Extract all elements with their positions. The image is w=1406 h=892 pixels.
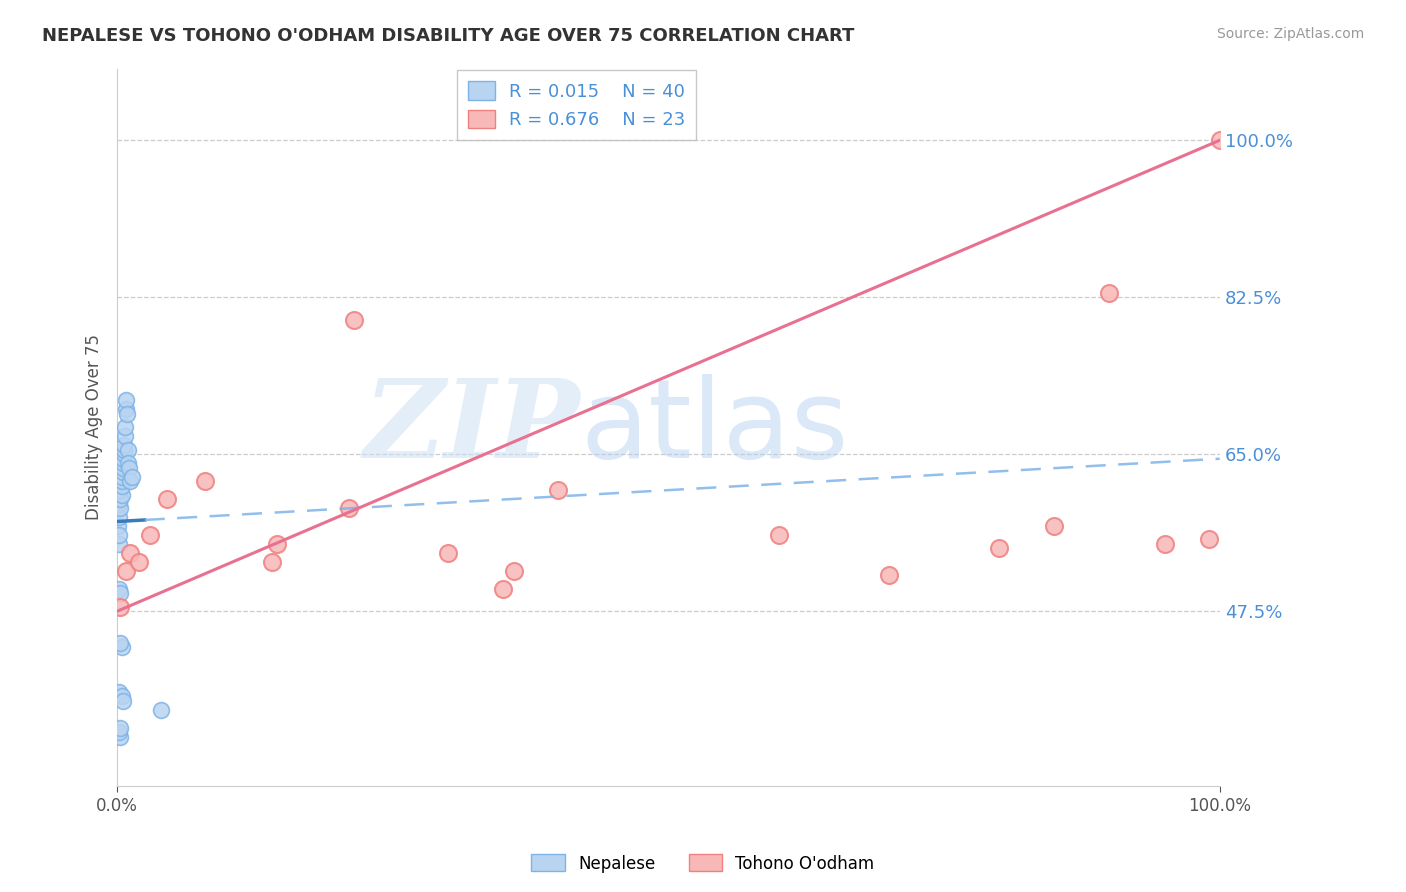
Point [437, 546, 460, 560]
Point [128, 555, 150, 569]
Point [108, 497, 131, 511]
Point [115, 393, 138, 408]
Point [1209, 133, 1232, 147]
Point [112, 447, 135, 461]
Point [107, 519, 129, 533]
Point [1043, 519, 1066, 533]
Point [1153, 537, 1175, 551]
Point [111, 460, 134, 475]
Text: atlas: atlas [581, 374, 849, 481]
Point [110, 599, 132, 614]
Point [768, 528, 790, 542]
Point [110, 483, 132, 497]
Point [988, 541, 1011, 556]
Point [110, 478, 132, 492]
Point [108, 537, 131, 551]
Y-axis label: Disability Age Over 75: Disability Age Over 75 [86, 334, 103, 520]
Point [110, 501, 132, 516]
Legend: Nepalese, Tohono O'odham: Nepalese, Tohono O'odham [524, 847, 882, 880]
Point [266, 537, 288, 551]
Point [108, 685, 131, 699]
Point [110, 640, 132, 654]
Point [111, 451, 134, 466]
Text: Source: ZipAtlas.com: Source: ZipAtlas.com [1216, 27, 1364, 41]
Point [110, 635, 132, 649]
Point [108, 528, 131, 542]
Point [115, 407, 138, 421]
Point [111, 465, 134, 479]
Point [1198, 533, 1220, 547]
Point [503, 564, 526, 578]
Point [112, 438, 135, 452]
Point [150, 703, 173, 717]
Point [110, 721, 132, 735]
Point [108, 725, 131, 739]
Point [343, 312, 366, 326]
Point [108, 510, 131, 524]
Point [260, 555, 283, 569]
Legend: R = 0.015    N = 40, R = 0.676    N = 23: R = 0.015 N = 40, R = 0.676 N = 23 [457, 70, 696, 140]
Point [547, 483, 569, 497]
Point [110, 474, 132, 488]
Point [120, 474, 142, 488]
Point [492, 582, 515, 596]
Point [156, 492, 179, 507]
Text: NEPALESE VS TOHONO O'ODHAM DISABILITY AGE OVER 75 CORRELATION CHART: NEPALESE VS TOHONO O'ODHAM DISABILITY AG… [42, 27, 855, 45]
Point [110, 492, 132, 507]
Point [110, 469, 132, 483]
Point [117, 442, 139, 457]
Point [110, 487, 132, 501]
Point [115, 564, 138, 578]
Point [1098, 285, 1121, 300]
Point [118, 460, 141, 475]
Point [121, 469, 143, 483]
Point [110, 586, 132, 600]
Point [337, 501, 360, 516]
Point [117, 456, 139, 470]
Point [111, 456, 134, 470]
Point [111, 694, 134, 708]
Point [120, 546, 142, 560]
Point [112, 442, 135, 457]
Point [877, 568, 900, 582]
Point [114, 429, 136, 443]
Point [194, 474, 217, 488]
Point [139, 528, 162, 542]
Point [110, 730, 132, 744]
Point [115, 402, 138, 417]
Point [114, 420, 136, 434]
Text: ZIP: ZIP [364, 374, 581, 481]
Point [108, 582, 131, 596]
Point [110, 690, 132, 704]
